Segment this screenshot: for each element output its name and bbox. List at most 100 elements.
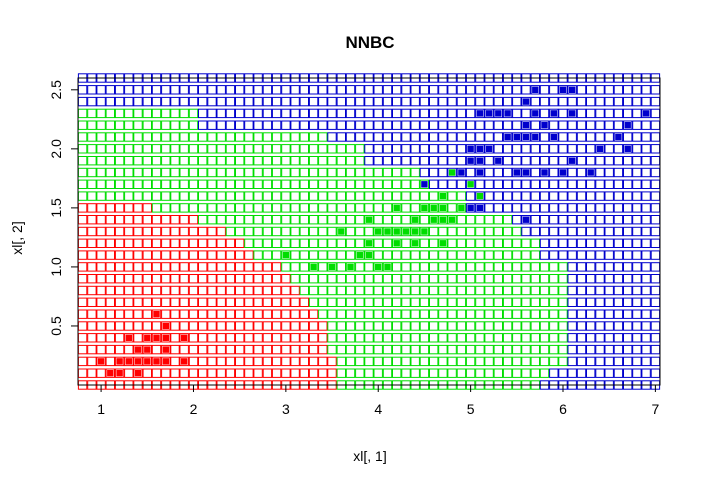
grid-cell [198,120,208,130]
grid-cell [401,285,411,296]
grid-cell [87,321,97,331]
grid-cell [558,285,568,296]
grid-cell [447,96,457,107]
grid-cell [521,321,531,331]
grid-cell [410,356,420,367]
grid-cell [87,132,97,142]
grid-cell [299,321,310,331]
grid-cell [623,285,633,296]
grid-cell [539,85,550,95]
grid-cell [161,108,171,119]
grid-cell [207,285,217,296]
grid-cell [650,309,661,319]
grid-cell [179,144,189,154]
grid-cell [235,368,245,378]
grid-cell [558,262,568,272]
grid-cell [271,226,282,237]
grid-cell [318,96,328,107]
grid-cell [188,238,199,249]
grid-cell [419,132,430,142]
grid-cell [133,333,143,343]
grid-cell [576,108,587,119]
grid-cell [336,274,347,284]
grid-cell [345,120,356,130]
grid-cell [308,344,319,355]
grid-cell [133,85,143,95]
grid-cell [188,274,199,284]
grid-cell [105,226,115,237]
grid-cell [595,344,605,355]
grid-cell [539,215,550,225]
x-tick-label: 2 [190,401,198,417]
data-point [412,216,419,223]
grid-cell [114,144,125,154]
grid-cell [493,167,504,178]
data-point [476,192,484,200]
grid-cell [650,85,661,95]
grid-cell [364,96,374,107]
grid-cell [87,309,97,319]
grid-cell [576,156,587,166]
grid-cell [336,85,347,95]
grid-cell [502,226,513,237]
grid-cell [151,297,162,308]
grid-cell [484,226,494,237]
grid-cell [549,262,559,272]
grid-cell [373,238,383,249]
grid-cell [456,108,467,119]
grid-cell [429,203,439,213]
x-tick-label: 6 [559,401,567,417]
grid-cell [188,297,199,308]
grid-cell [253,238,263,249]
grid-cell [327,321,337,331]
grid-cell [502,297,513,308]
grid-cell [447,144,457,154]
grid-cell [447,262,457,272]
grid-cell [567,132,577,142]
grid-cell [604,321,614,331]
data-point [430,216,437,223]
grid-cell [512,85,522,95]
grid-cell [521,132,531,142]
grid-cell [493,250,504,260]
grid-cell [281,85,291,95]
grid-cell [207,262,217,272]
grid-cell [299,238,310,249]
grid-cell [401,309,411,319]
grid-cell [244,274,254,284]
grid-cell [539,144,550,154]
grid-cell [308,262,319,272]
grid-cell [105,356,115,367]
grid-cell [429,309,439,319]
grid-cell [456,144,467,154]
grid-cell [77,85,88,95]
grid-cell [253,85,263,95]
grid-cell [271,356,282,367]
grid-cell [308,250,319,260]
grid-cell [567,120,577,130]
grid-cell [345,179,356,190]
grid-cell [549,156,559,166]
data-point [624,122,631,129]
grid-cell [271,85,282,95]
grid-cell [623,120,633,130]
grid-cell [586,321,596,331]
grid-cell [225,238,236,249]
grid-cell [327,132,337,142]
grid-cell [429,333,439,343]
grid-cell [623,309,633,319]
grid-cell [567,203,577,213]
grid-cell [216,120,226,130]
data-point [134,370,142,377]
data-point [125,358,132,365]
grid-cell [530,262,540,272]
data-point [365,251,373,259]
grid-cell [271,262,282,272]
grid-cell [133,274,143,284]
grid-cell [595,96,605,107]
grid-cell [318,108,328,119]
grid-cell [567,179,577,190]
grid-cell [465,96,476,107]
grid-cell [604,333,614,343]
grid-cell [281,250,291,260]
